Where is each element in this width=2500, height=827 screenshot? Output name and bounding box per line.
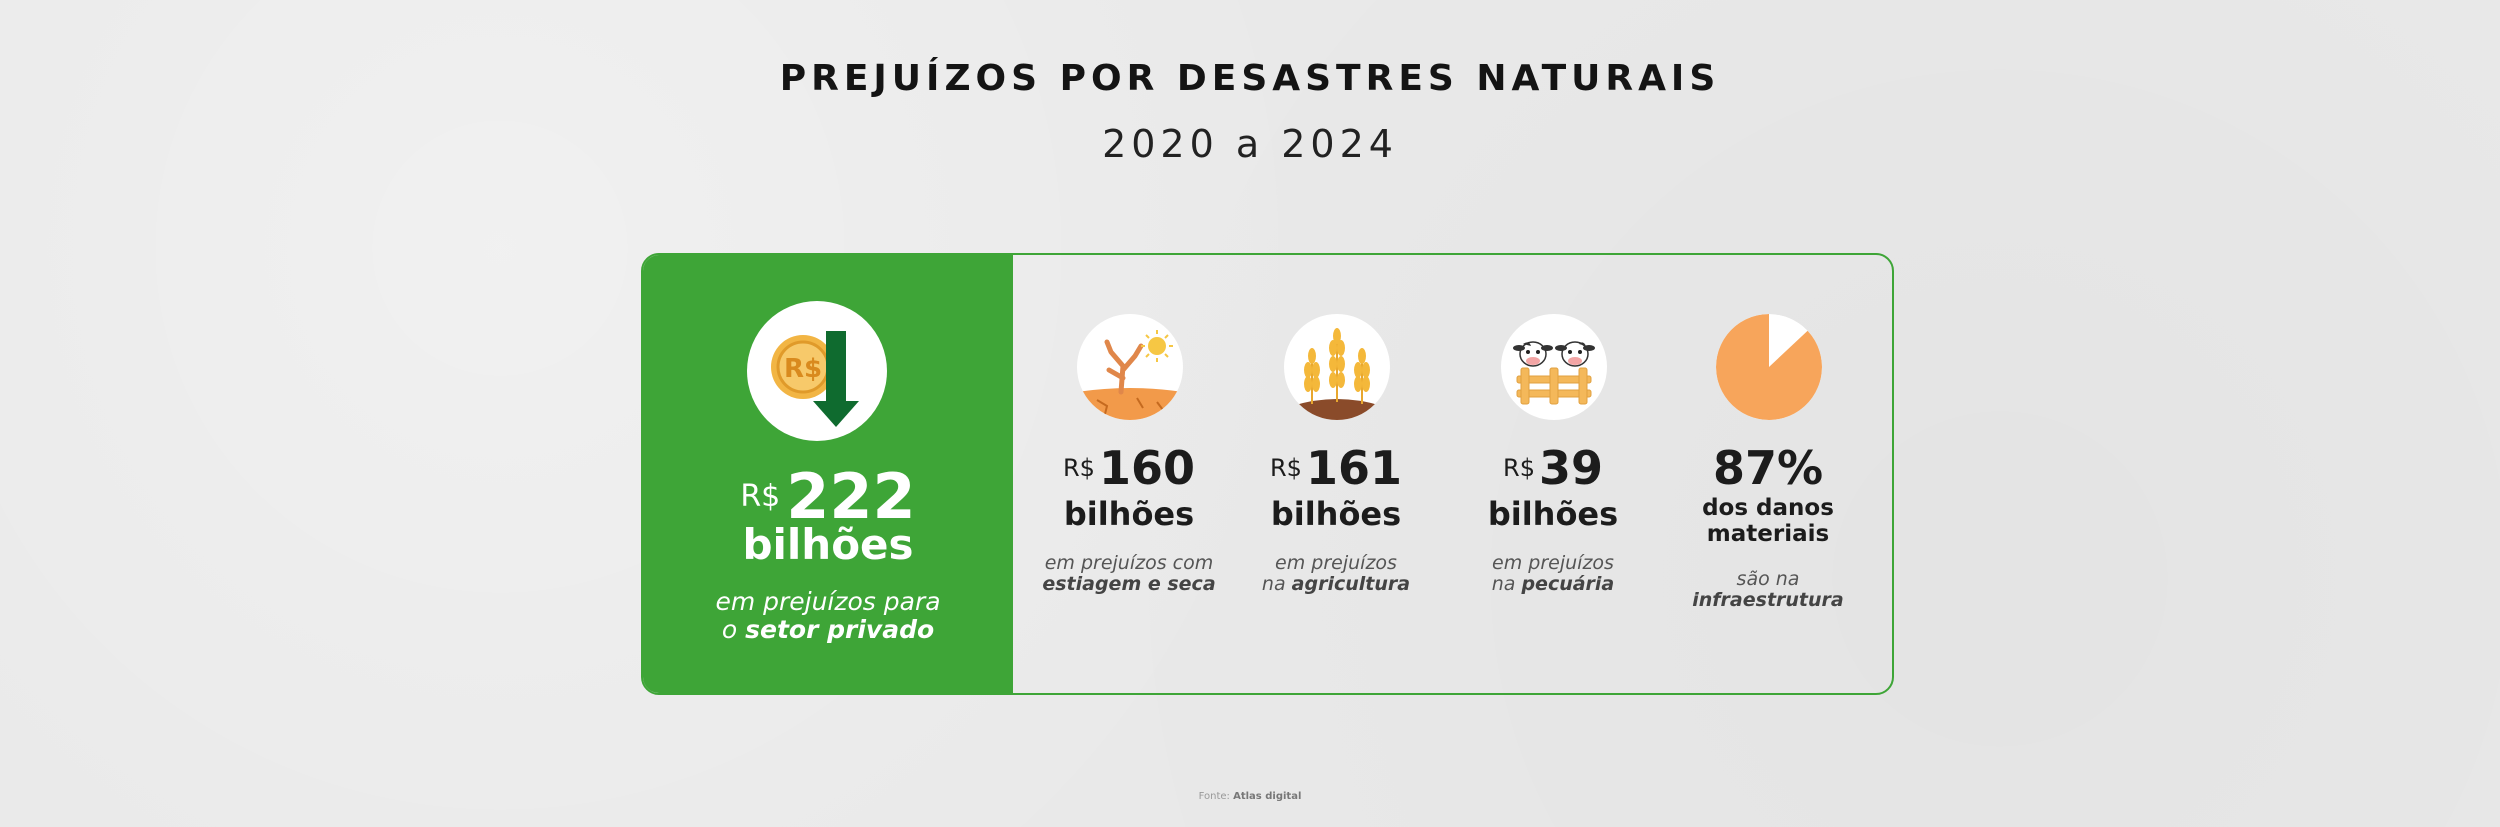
stat-infrastructure-description: são na infraestrutura — [1668, 569, 1868, 611]
page-title: PREJUÍZOS POR DESASTRES NATURAIS — [779, 58, 1721, 99]
stat-infrastructure-unit: dos danos materiais — [1668, 495, 1868, 547]
stat-infrastructure-percent: 87% — [1712, 441, 1824, 495]
highlight-desc-emphasis: setor privado — [745, 615, 935, 644]
svg-text:R$: R$ — [784, 354, 822, 384]
page-subtitle: 2020 a 2024 — [1102, 122, 1398, 166]
stat-livestock-description: em prejuízos na pecuária — [1453, 553, 1653, 595]
stat-agriculture-description: em prejuízos na agricultura — [1236, 553, 1436, 595]
stat-drought-currency: R$ — [1063, 454, 1095, 482]
stat-drought-amount: R$160 — [1029, 441, 1229, 495]
stat-livestock-desc-line1: em prejuízos — [1492, 552, 1614, 574]
stat-livestock-desc-emphasis: pecuária — [1521, 573, 1615, 595]
stat-agriculture-desc-prefix: na — [1261, 573, 1292, 595]
source-note: Fonte: Atlas digital — [0, 791, 2500, 802]
drought-tree-icon — [1077, 314, 1183, 420]
stat-agriculture-desc-line1: em prejuízos — [1275, 552, 1397, 574]
stat-livestock-desc-prefix: na — [1491, 573, 1522, 595]
source-name: Atlas digital — [1233, 791, 1302, 802]
highlight-desc-line1: em prejuízos para — [715, 587, 941, 616]
wheat-icon — [1284, 314, 1390, 420]
pie-percent-icon — [1716, 314, 1822, 420]
stat-agriculture-number: 161 — [1305, 441, 1402, 495]
money-down-arrow-icon: R$ — [747, 301, 887, 441]
highlight-desc-line2-prefix: o — [721, 615, 746, 644]
stat-infrastructure-unit-line1: dos danos — [1702, 495, 1834, 521]
stat-infrastructure-desc-emphasis: infraestrutura — [1692, 589, 1844, 611]
stat-infrastructure-desc-line1: são na — [1736, 568, 1800, 590]
stats-card: R$ R$222 bilhões em prejuízos para o set… — [641, 253, 1894, 695]
stat-drought-description: em prejuízos com estiagem e seca — [1029, 553, 1229, 595]
cows-fence-icon — [1501, 314, 1607, 420]
highlight-description: em prejuízos para o setor privado — [643, 588, 1013, 644]
highlight-amount: R$222 — [643, 460, 1013, 533]
stat-drought-number: 160 — [1098, 441, 1195, 495]
stat-livestock-currency: R$ — [1503, 454, 1535, 482]
stat-drought-unit: bilhões — [1063, 495, 1195, 533]
stat-livestock-number: 39 — [1538, 441, 1603, 495]
stat-agriculture-currency: R$ — [1270, 454, 1302, 482]
stat-agriculture-unit: bilhões — [1270, 495, 1402, 533]
highlight-unit: bilhões — [742, 520, 914, 569]
stat-infrastructure-unit-line2: materiais — [1706, 521, 1830, 547]
stat-livestock-unit: bilhões — [1487, 495, 1619, 533]
highlight-panel: R$ R$222 bilhões em prejuízos para o set… — [643, 255, 1013, 693]
source-label: Fonte: — [1198, 791, 1230, 802]
stat-livestock-amount: R$39 — [1453, 441, 1653, 495]
stat-drought-desc-line1: em prejuízos com — [1044, 552, 1214, 574]
highlight-number: 222 — [786, 460, 916, 533]
stat-agriculture-amount: R$161 — [1236, 441, 1436, 495]
stat-agriculture-desc-emphasis: agricultura — [1291, 573, 1411, 595]
pie-slice — [1716, 314, 1822, 420]
stat-drought-desc-emphasis: estiagem e seca — [1042, 573, 1216, 595]
highlight-currency: R$ — [740, 479, 781, 514]
